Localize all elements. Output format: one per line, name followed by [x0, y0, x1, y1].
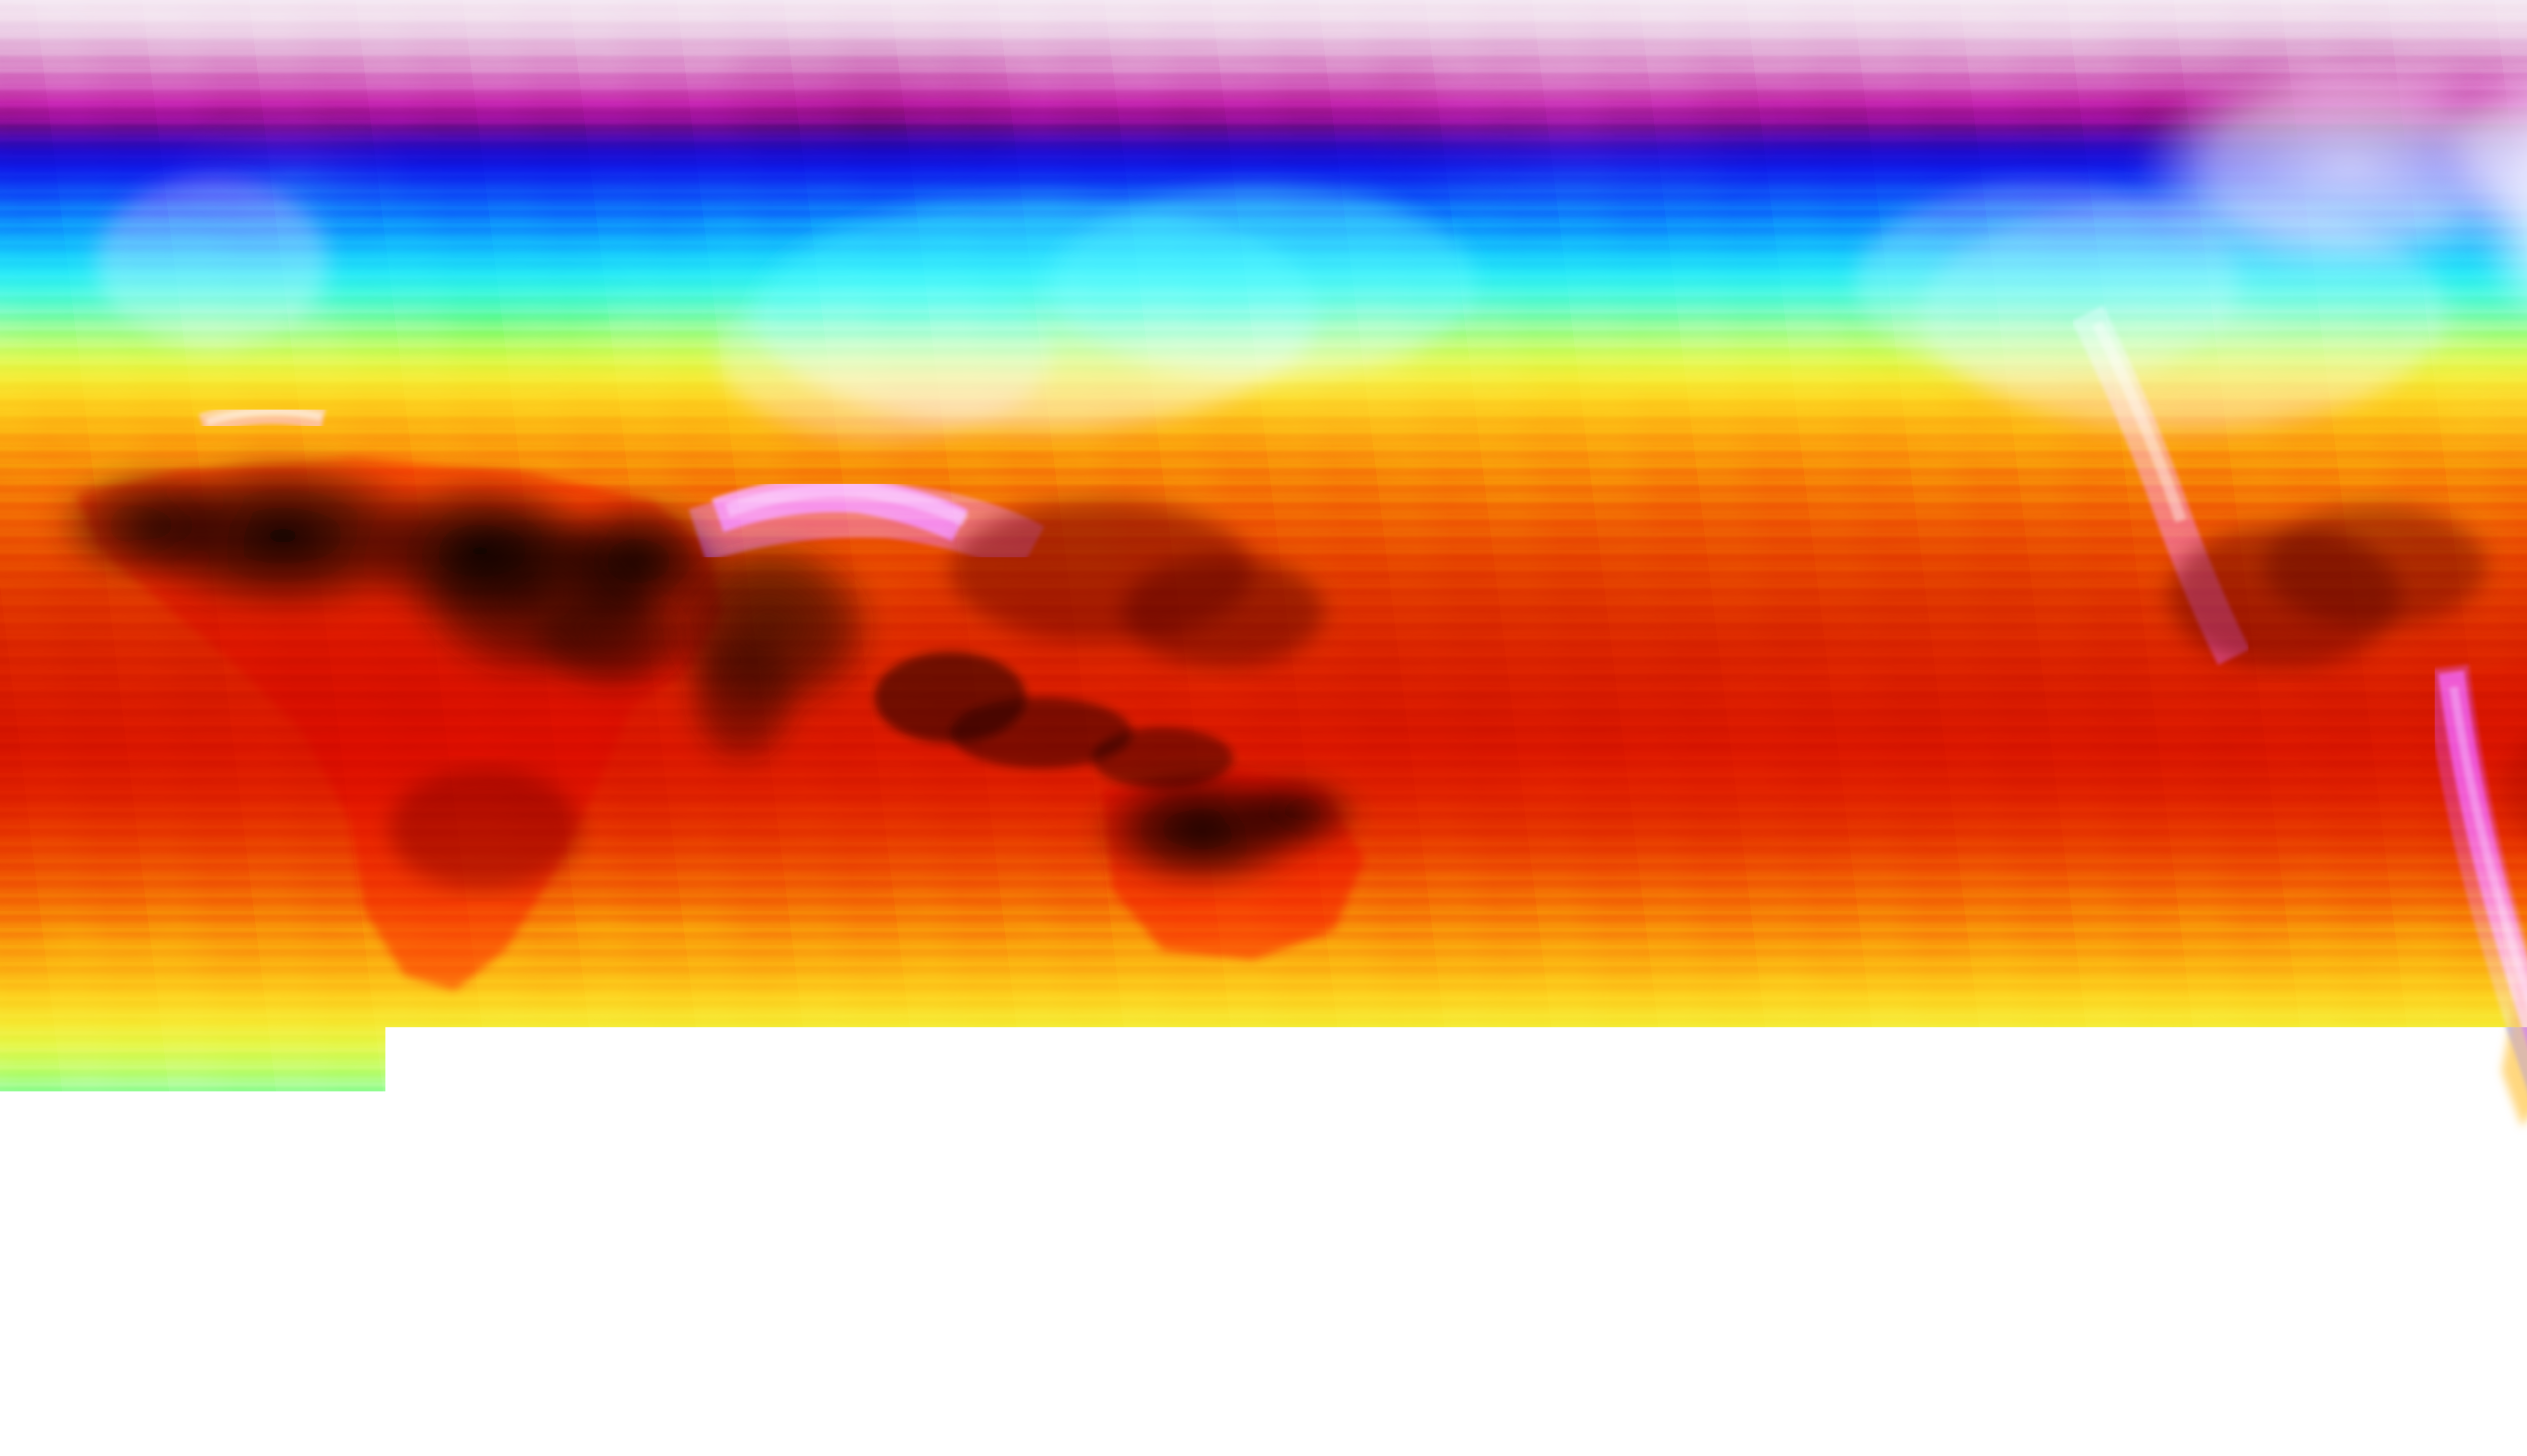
tone-overlay [0, 0, 2527, 1456]
global-temperature-map: Global Surface Air Temperature [0, 0, 2527, 1456]
